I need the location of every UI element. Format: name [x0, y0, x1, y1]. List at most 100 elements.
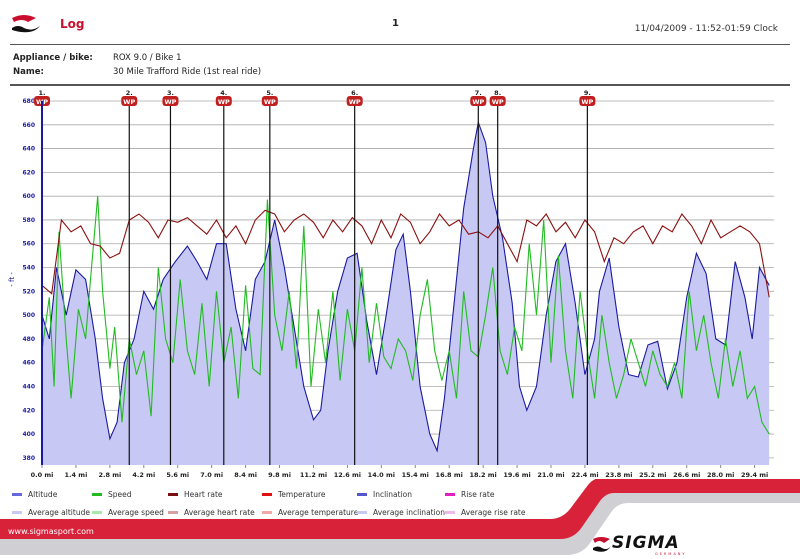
legend-swatch [445, 493, 455, 496]
legend-item: Average altitude [12, 508, 90, 517]
page-number: 1 [392, 18, 399, 29]
x-tick-label: 7.0 mi [200, 471, 223, 479]
y-tick-label: 580 [22, 217, 35, 224]
legend-swatch [262, 511, 272, 514]
x-tick-label: 29.4 mi [741, 471, 768, 479]
y-tick-label: 520 [22, 288, 35, 295]
y-tick-label: 660 [22, 122, 35, 129]
speed-line [41, 196, 770, 435]
name-label: Name: [13, 67, 44, 77]
waypoint-badge [489, 96, 506, 106]
legend-item: Temperature [262, 490, 326, 499]
waypoint-badge-label: WP [218, 98, 230, 106]
legend-swatch [92, 493, 102, 496]
waypoint-number: 3. [167, 89, 174, 97]
log-datetime: 11/04/2009 - 11:52-01:59 Clock [634, 24, 778, 34]
legend-swatch [92, 511, 102, 514]
waypoint-badge-label: WP [123, 98, 135, 106]
waypoint-badge-label: WP [349, 98, 361, 106]
x-tick-label: 0.0 mi [31, 471, 54, 479]
y-tick-label: 420 [22, 407, 35, 414]
legend-item: Average heart rate [168, 508, 255, 517]
legend-swatch [12, 493, 22, 496]
legend-swatch [12, 511, 22, 514]
waypoint-number: 2. [126, 89, 133, 97]
website-link[interactable]: www.sigmasport.com [8, 527, 94, 536]
x-tick-label: 11.2 mi [300, 471, 327, 479]
x-tick-label: 28.0 mi [707, 471, 734, 479]
x-tick-label: 18.2 mi [469, 471, 496, 479]
y-tick-label: 480 [22, 336, 35, 343]
sigma-brand-icon [593, 537, 611, 552]
appliance-value: ROX 9.0 / Bike 1 [113, 53, 182, 63]
waypoint-badge [261, 96, 278, 106]
name-value: 30 Mile Trafford Ride (1st real ride) [113, 67, 262, 77]
waypoint-number: 5. [266, 89, 273, 97]
x-tick-label: 12.6 mi [334, 471, 361, 479]
legend-label: Heart rate [184, 490, 223, 499]
waypoint-number: 6. [351, 89, 358, 97]
x-tick-label: 16.8 mi [436, 471, 463, 479]
y-tick-label: 500 [22, 312, 35, 319]
legend-swatch [168, 511, 178, 514]
waypoint-number: 4. [220, 89, 227, 97]
sigma-brand-sub: GERMANY [655, 552, 687, 556]
y-tick-label: 380 [22, 455, 35, 462]
x-tick-label: 22.4 mi [571, 471, 598, 479]
x-tick-label: 23.8 mi [605, 471, 632, 479]
waypoint-badge [470, 96, 487, 106]
x-tick-label: 1.4 mi [65, 471, 88, 479]
legend-item: Altitude [12, 490, 57, 499]
x-tick-label: 19.6 mi [503, 471, 530, 479]
divider [10, 84, 790, 86]
sigma-logo-icon [12, 15, 40, 33]
legend-label: Average temperature [278, 508, 359, 517]
heart-rate-line [41, 209, 770, 298]
legend-item: Average inclination [357, 508, 445, 517]
legend-swatch [357, 493, 367, 496]
legend-label: Inclination [373, 490, 412, 499]
sigma-brand: SIGMA [612, 533, 680, 553]
y-axis-label: - ft - [8, 272, 16, 287]
y-tick-label: 560 [22, 241, 35, 248]
x-tick-label: 14.0 mi [368, 471, 395, 479]
y-tick-label: 440 [22, 383, 35, 390]
legend-label: Average inclination [373, 508, 446, 517]
legend-label: Average heart rate [184, 508, 255, 517]
waypoint-badge-label: WP [164, 98, 176, 106]
y-tick-label: 680 [22, 98, 35, 105]
footer-band [0, 479, 800, 555]
waypoint-badge [121, 96, 138, 106]
legend-label: Altitude [28, 490, 58, 499]
legend-item: Average speed [92, 508, 164, 517]
legend-item: Speed [92, 490, 132, 499]
y-tick-label: 400 [22, 431, 35, 438]
legend-item: Rise rate [445, 490, 494, 499]
legend-label: Speed [108, 490, 132, 499]
legend-item: Inclination [357, 490, 412, 499]
x-tick-label: 15.4 mi [402, 471, 429, 479]
divider [10, 44, 790, 45]
waypoint-badge-label: WP [264, 98, 276, 106]
x-tick-label: 9.8 mi [268, 471, 291, 479]
legend-swatch [357, 511, 367, 514]
x-tick-label: 25.2 mi [639, 471, 666, 479]
page-title: Log [60, 17, 85, 31]
y-tick-label: 540 [22, 265, 35, 272]
waypoint-badge [579, 96, 596, 106]
waypoint-number: 8. [494, 89, 501, 97]
waypoint-badge-label: WP [472, 98, 484, 106]
waypoint-number: 7. [475, 89, 482, 97]
legend-item: Average temperature [262, 508, 358, 517]
log-chart: 380 400 420 440 460 480 500 520 540 560 580 600 620 6… [8, 89, 774, 479]
legend-item: Average rise rate [445, 508, 526, 517]
waypoint-badge-label: WP [581, 98, 593, 106]
x-tick-label: 26.6 mi [673, 471, 700, 479]
waypoint-number: 1. [39, 89, 46, 97]
y-tick-label: 640 [22, 146, 35, 153]
waypoint-number: 9. [584, 89, 591, 97]
x-tick-label: 5.6 mi [166, 471, 189, 479]
waypoint-badge [215, 96, 232, 106]
x-tick-label: 8.4 mi [234, 471, 257, 479]
waypoint-badge [162, 96, 179, 106]
